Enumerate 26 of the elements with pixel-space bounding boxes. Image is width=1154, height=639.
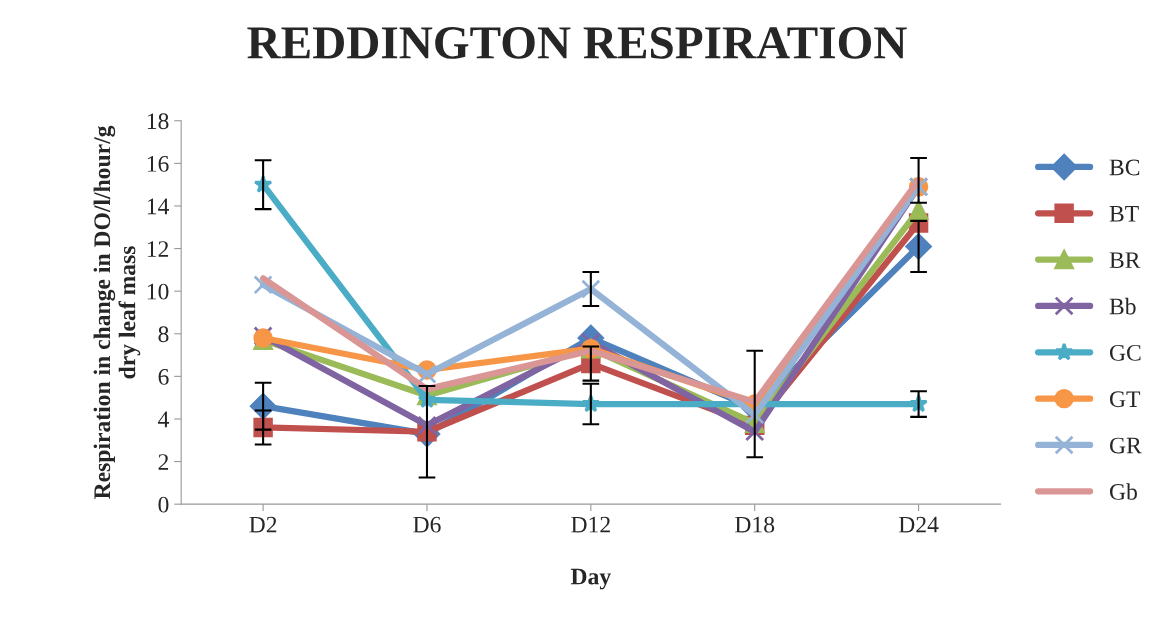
x-axis-title: Day: [570, 568, 611, 590]
legend-label: GT: [1109, 391, 1141, 408]
chart-title: REDDINGTON RESPIRATION: [247, 27, 907, 59]
x-tick-label: D6: [413, 516, 441, 533]
y-tick-label: 4: [158, 411, 169, 428]
y-tick-label: 10: [147, 283, 169, 300]
legend-label: BR: [1109, 252, 1141, 268]
x-tick-label: D12: [571, 516, 610, 533]
legend-label: Bb: [1109, 297, 1136, 315]
y-tick-label: 0: [158, 496, 169, 513]
y-tick-label: 6: [158, 368, 169, 385]
y-axis-title: Respiration in change in DO/l/hour/g dry leaf mass: [93, 125, 141, 500]
y-tick-label: 2: [158, 454, 169, 470]
legend-label: BC: [1109, 159, 1140, 176]
y-tick-label: 12: [147, 241, 169, 257]
y-tick-label: 16: [147, 155, 169, 172]
legend-label: Gb: [1109, 483, 1137, 500]
x-tick-label: D24: [898, 516, 939, 533]
y-tick-label: 14: [147, 198, 169, 215]
legend-label: GR: [1109, 437, 1142, 454]
x-tick-label: D2: [249, 516, 277, 533]
x-tick-label: D18: [735, 516, 775, 533]
legend-label: GC: [1109, 344, 1141, 361]
y-tick-label: 18: [147, 113, 169, 130]
y-tick-label: 8: [158, 326, 169, 343]
legend-label: BT: [1109, 206, 1139, 222]
